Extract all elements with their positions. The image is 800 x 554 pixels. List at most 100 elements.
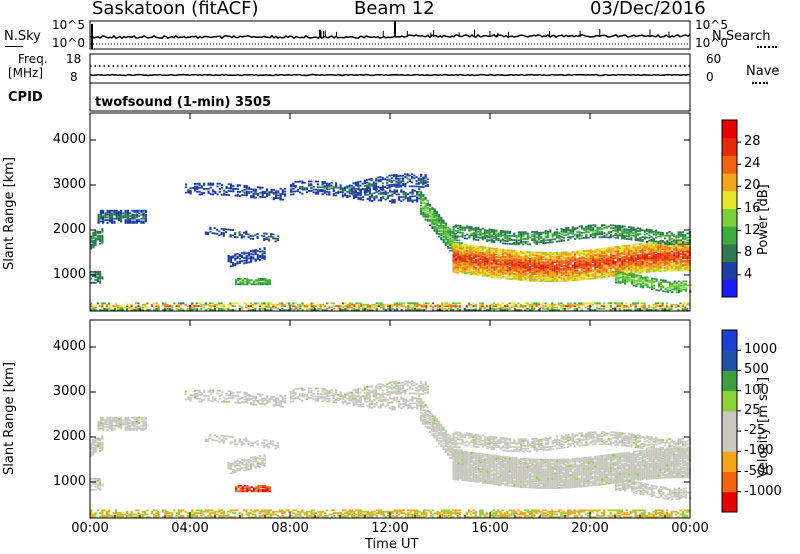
power-cell bbox=[632, 246, 635, 249]
power-cell bbox=[393, 174, 396, 176]
power-cell bbox=[277, 191, 280, 194]
power-cell bbox=[388, 186, 391, 189]
power-cell bbox=[648, 255, 651, 258]
power-cell bbox=[511, 249, 514, 252]
power-cell bbox=[531, 279, 534, 282]
power-cell bbox=[308, 307, 311, 310]
power-cell bbox=[684, 246, 687, 249]
power-cell bbox=[601, 254, 604, 257]
power-cell bbox=[553, 251, 556, 254]
power-cell bbox=[542, 272, 545, 274]
power-cell bbox=[493, 261, 496, 263]
power-cell bbox=[678, 284, 681, 287]
power-cell bbox=[479, 270, 482, 273]
power-cell bbox=[452, 271, 455, 273]
power-cell bbox=[670, 240, 673, 243]
power-cell bbox=[472, 264, 475, 266]
power-cell bbox=[668, 231, 671, 233]
power-cell bbox=[619, 249, 622, 252]
power-cell bbox=[111, 213, 114, 216]
power-cell bbox=[533, 269, 536, 271]
power-cell bbox=[628, 251, 631, 254]
power-cell bbox=[612, 247, 615, 250]
power-cell bbox=[185, 183, 188, 186]
power-cell bbox=[409, 306, 412, 309]
power-cell bbox=[596, 258, 599, 260]
power-cell bbox=[424, 179, 427, 182]
power-cell bbox=[248, 186, 251, 189]
power-cell bbox=[257, 280, 260, 283]
power-cell bbox=[475, 236, 478, 238]
power-cell bbox=[411, 191, 414, 194]
power-cell bbox=[495, 256, 498, 258]
power-cell bbox=[637, 278, 640, 281]
power-cell bbox=[594, 261, 597, 263]
power-cell bbox=[657, 270, 660, 272]
power-cell bbox=[686, 236, 689, 239]
power-cell bbox=[393, 183, 396, 186]
power-cell bbox=[567, 268, 570, 271]
power-cell bbox=[425, 305, 428, 307]
power-cell bbox=[444, 226, 447, 229]
power-cell bbox=[450, 303, 453, 306]
power-cell bbox=[247, 307, 250, 310]
power-cell bbox=[435, 230, 438, 232]
power-cell bbox=[628, 247, 631, 250]
power-cell bbox=[603, 250, 606, 253]
power-cell bbox=[438, 232, 441, 235]
power-cell bbox=[314, 192, 317, 195]
power-cell bbox=[326, 184, 329, 186]
power-cell bbox=[587, 263, 590, 265]
power-cell bbox=[387, 305, 390, 307]
power-cell bbox=[560, 229, 563, 231]
power-cell bbox=[218, 302, 221, 305]
power-cell bbox=[540, 251, 543, 254]
power-cell bbox=[486, 271, 489, 274]
power-cell bbox=[517, 268, 520, 270]
power-cell bbox=[461, 270, 464, 273]
power-cell bbox=[544, 276, 547, 278]
power-cell bbox=[384, 190, 387, 193]
power-cell bbox=[398, 198, 401, 201]
power-cell bbox=[574, 269, 577, 272]
power-cell bbox=[675, 255, 678, 258]
power-cell bbox=[247, 306, 250, 309]
power-cell bbox=[565, 228, 568, 231]
power-cell bbox=[452, 265, 455, 268]
power-cell bbox=[576, 274, 579, 277]
power-cell bbox=[619, 266, 622, 268]
power-cell bbox=[140, 220, 143, 223]
power-cell bbox=[576, 273, 579, 276]
power-cell bbox=[209, 193, 212, 196]
power-cell bbox=[444, 222, 447, 225]
power-cell bbox=[466, 256, 469, 259]
power-cell bbox=[96, 272, 99, 275]
power-cell bbox=[124, 212, 127, 215]
power-cell bbox=[452, 256, 455, 259]
power-cell bbox=[207, 231, 210, 234]
power-cell bbox=[535, 270, 538, 273]
power-cell bbox=[675, 261, 678, 264]
power-cell bbox=[558, 270, 561, 273]
power-cell bbox=[94, 305, 97, 307]
power-cell bbox=[661, 269, 664, 272]
power-cell bbox=[472, 234, 475, 237]
power-cell bbox=[209, 305, 212, 307]
power-cell bbox=[443, 302, 446, 305]
power-cell bbox=[150, 303, 153, 306]
power-cell bbox=[607, 255, 610, 258]
power-cell bbox=[526, 234, 529, 236]
power-cell bbox=[625, 257, 628, 259]
power-cell bbox=[451, 235, 454, 237]
power-cell bbox=[477, 236, 480, 239]
power-cell bbox=[431, 227, 434, 229]
power-cell bbox=[186, 305, 189, 307]
power-cell bbox=[587, 253, 590, 256]
power-cell bbox=[470, 266, 473, 269]
power-cell bbox=[272, 236, 275, 238]
power-cell bbox=[610, 275, 613, 278]
power-cell bbox=[639, 229, 642, 231]
power-cell bbox=[499, 264, 502, 267]
power-cell bbox=[662, 279, 665, 282]
power-cell bbox=[637, 243, 640, 246]
